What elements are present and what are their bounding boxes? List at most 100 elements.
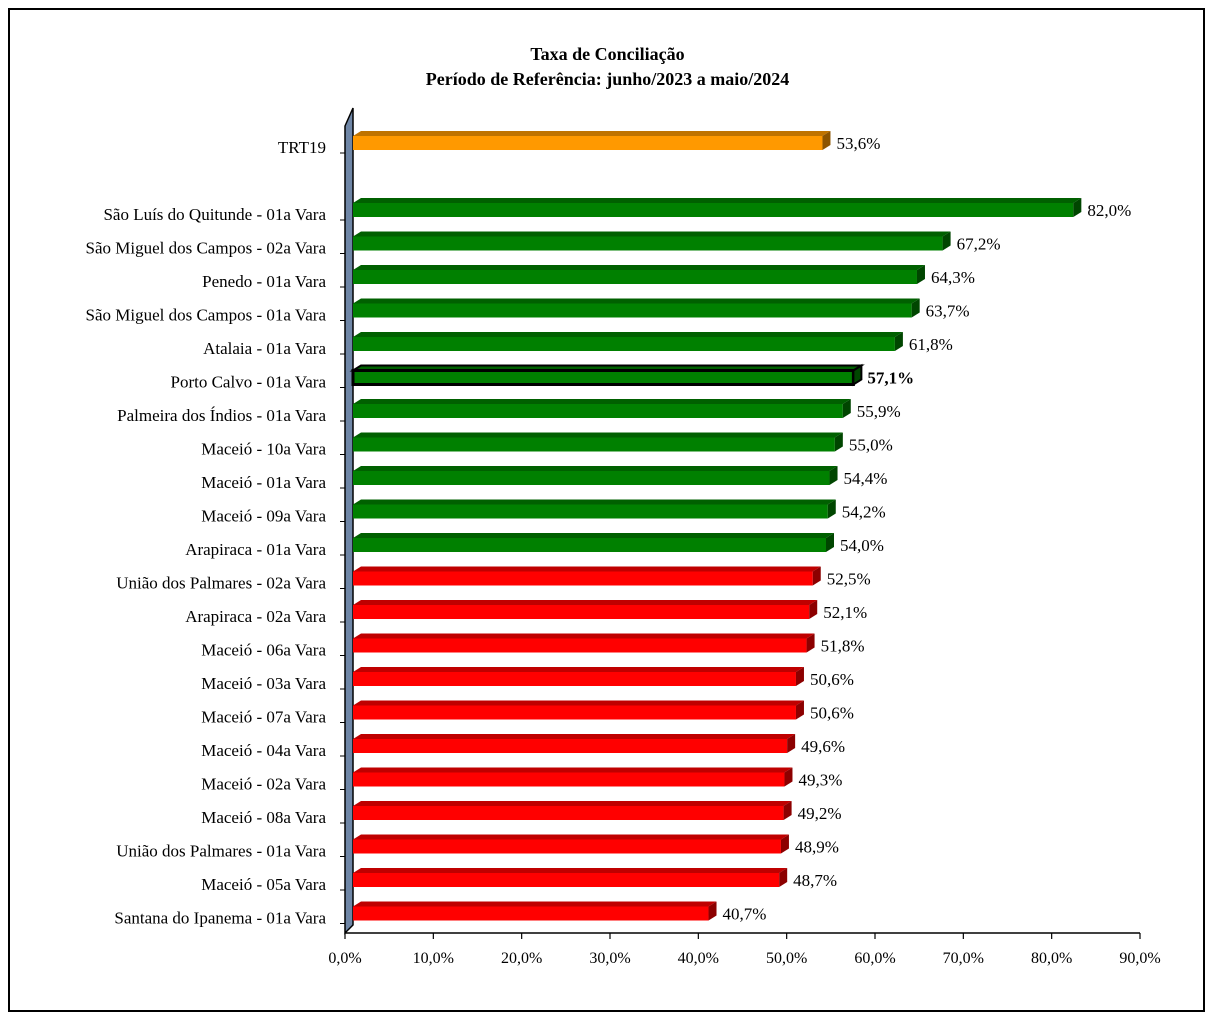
bar-top-face xyxy=(353,700,804,706)
value-label: 49,6% xyxy=(801,737,845,756)
bar xyxy=(353,432,843,452)
bar-front-face xyxy=(353,739,788,753)
bar-end-face xyxy=(827,499,836,519)
x-tick-label: 30,0% xyxy=(589,950,630,967)
bar-end-face xyxy=(787,734,796,753)
bar xyxy=(353,901,717,921)
category-label: Maceió - 09a Vara xyxy=(201,507,326,526)
value-label: 82,0% xyxy=(1087,201,1131,220)
bar xyxy=(353,801,792,820)
bar-top-face xyxy=(353,868,788,873)
bar-end-face xyxy=(822,131,831,150)
bar-front-face xyxy=(351,369,855,386)
chart-frame xyxy=(8,8,1205,1012)
bar-front-face xyxy=(353,270,917,284)
value-label: 55,9% xyxy=(857,402,901,421)
bar-front-face xyxy=(353,806,784,820)
bar-front-face xyxy=(353,772,785,787)
bar-top-face xyxy=(353,734,796,739)
category-label: Maceió - 08a Vara xyxy=(201,808,326,827)
bar-end-face xyxy=(1073,198,1082,217)
value-label: 49,2% xyxy=(798,804,842,823)
bar-top-face xyxy=(353,566,821,572)
bar-front-face xyxy=(353,638,807,653)
bar xyxy=(353,767,793,787)
bar-front-face xyxy=(353,672,796,686)
category-label: São Luís do Quitunde - 01a Vara xyxy=(103,205,326,224)
x-tick-label: 90,0% xyxy=(1119,950,1160,967)
value-label: 50,6% xyxy=(810,670,854,689)
bar-top-face xyxy=(353,533,834,538)
bar xyxy=(353,399,851,418)
bar-top-face xyxy=(353,499,836,505)
value-label: 48,7% xyxy=(793,871,837,890)
chart-wall xyxy=(344,107,354,935)
bar xyxy=(353,298,920,318)
category-label: União dos Palmares - 02a Vara xyxy=(116,574,326,593)
bar-end-face xyxy=(829,466,838,485)
value-label: 51,8% xyxy=(821,637,865,656)
category-label: São Miguel dos Campos - 02a Vara xyxy=(86,239,327,258)
x-tick-label: 0,0% xyxy=(328,950,361,967)
x-tick-label: 40,0% xyxy=(678,950,719,967)
bar-end-face xyxy=(779,868,788,887)
category-label: Porto Calvo - 01a Vara xyxy=(171,373,327,392)
bar-front-face xyxy=(353,504,828,519)
bar-end-face xyxy=(795,667,804,686)
bar-front-face xyxy=(353,404,843,418)
bar-end-face xyxy=(795,700,804,720)
chart-subtitle: Período de Referência: junho/2023 a maio… xyxy=(425,69,790,89)
category-label: União dos Palmares - 01a Vara xyxy=(116,842,326,861)
bar-front-face xyxy=(353,303,912,318)
value-label: 40,7% xyxy=(723,905,767,924)
x-tick-label: 20,0% xyxy=(501,950,542,967)
bar-top-face xyxy=(353,131,831,136)
bar-end-face xyxy=(809,600,818,619)
bar-front-face xyxy=(353,236,943,251)
bar-end-face xyxy=(916,265,925,284)
value-label: 63,7% xyxy=(926,302,970,321)
category-label: Maceió - 05a Vara xyxy=(201,875,326,894)
value-label: 48,9% xyxy=(795,838,839,857)
bar xyxy=(353,700,804,720)
bar xyxy=(353,533,834,552)
category-label: Maceió - 06a Vara xyxy=(201,641,326,660)
bar xyxy=(353,466,838,485)
bar-end-face xyxy=(780,834,789,854)
bar-front-face xyxy=(353,538,826,552)
bar xyxy=(353,231,951,251)
x-tick-label: 60,0% xyxy=(854,950,895,967)
value-label: 53,6% xyxy=(836,134,880,153)
value-label: 54,4% xyxy=(844,469,888,488)
category-label: Maceió - 07a Vara xyxy=(201,708,326,727)
bar-end-face xyxy=(783,801,792,820)
bar-top-face xyxy=(353,399,851,404)
bar xyxy=(353,332,903,351)
category-label: São Miguel dos Campos - 01a Vara xyxy=(86,306,327,325)
bar xyxy=(353,131,831,150)
bar-top-face xyxy=(353,231,951,237)
bar-top-face xyxy=(353,432,843,438)
x-tick-label: 10,0% xyxy=(413,950,454,967)
bar-top-face xyxy=(353,198,1082,203)
category-label: TRT19 xyxy=(278,138,326,157)
category-label: Palmeira dos Índios - 01a Vara xyxy=(117,406,326,425)
bar-top-face xyxy=(353,466,838,471)
bar-top-face xyxy=(353,633,815,639)
bar-end-face xyxy=(834,432,843,452)
chart-titles: Taxa de Conciliação Período de Referênci… xyxy=(0,42,1215,92)
bar xyxy=(353,868,788,887)
bar-end-face xyxy=(911,298,920,318)
category-label: Maceió - 03a Vara xyxy=(201,674,326,693)
bar-top-face xyxy=(353,265,925,270)
bar xyxy=(353,734,796,753)
bar-end-face xyxy=(826,533,834,552)
bar-front-face xyxy=(353,471,830,485)
value-label: 52,5% xyxy=(827,570,871,589)
bar xyxy=(353,566,821,586)
bar-front-face xyxy=(353,906,709,921)
bar xyxy=(353,499,836,519)
bar-end-face xyxy=(708,901,717,921)
bar-front-face xyxy=(353,873,780,887)
